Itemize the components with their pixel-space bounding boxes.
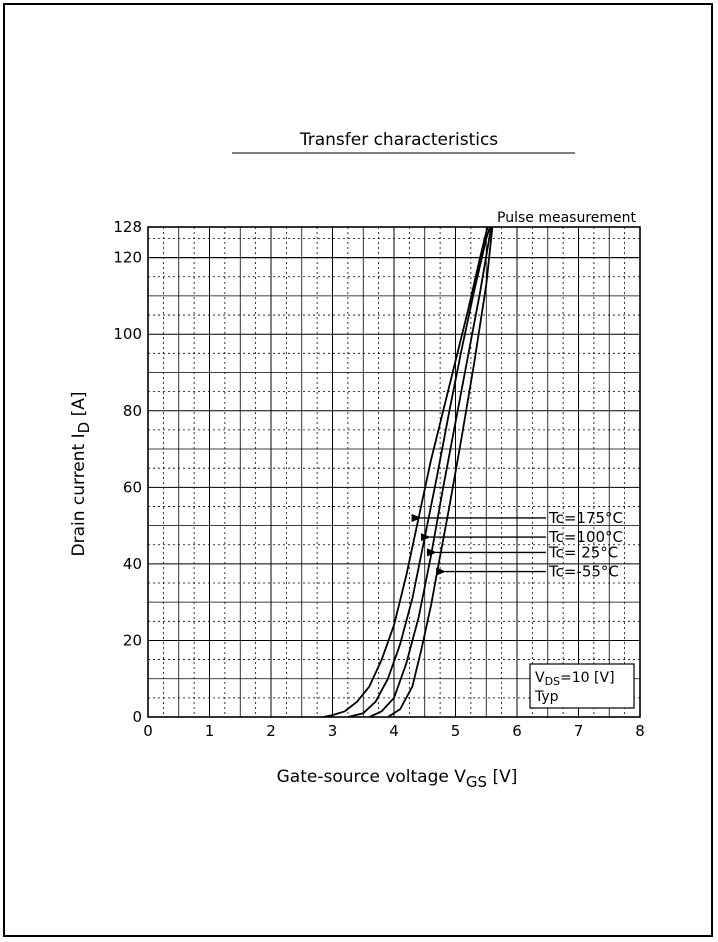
y-tick-label: 20: [123, 631, 142, 649]
conditions-line-1: VDS=10 [V]: [535, 670, 615, 688]
x-tick-label: 7: [574, 722, 584, 740]
conditions-line-2: Typ: [534, 689, 559, 705]
series-line: [347, 226, 491, 718]
x-tick-label: 1: [205, 722, 215, 740]
y-tick-label: 60: [123, 478, 142, 496]
x-tick-label: 0: [143, 722, 153, 740]
y-axis-label: Drain current ID [A]: [69, 391, 93, 556]
y-tick-label: 100: [113, 325, 142, 343]
series-label: Tc=100°C: [548, 528, 623, 546]
chart-title: Transfer characteristics: [299, 130, 498, 150]
x-tick-label: 5: [451, 722, 461, 740]
series-label: Tc=-55°C: [548, 563, 619, 581]
annotations: Tc=175°CTc=100°CTc= 25°C Tc=-55°C: [411, 509, 623, 581]
y-tick-label: 80: [123, 402, 142, 420]
series-label: Tc=175°C: [548, 509, 623, 527]
y-tick-label: 40: [123, 555, 142, 573]
x-tick-label: 2: [266, 722, 276, 740]
series-line: [323, 226, 489, 718]
x-tick-label: 8: [635, 722, 645, 740]
series-label: Tc= 25°C: [548, 543, 618, 561]
page-frame: [3, 3, 713, 937]
plot-frame: [147, 226, 641, 718]
x-axis-label: Gate-source voltage VGS [V]: [277, 767, 518, 791]
conditions-box: [529, 663, 635, 709]
pulse-measurement-note: Pulse measurement: [497, 210, 636, 226]
series-line: [387, 226, 494, 718]
y-tick-label: 120: [113, 249, 142, 267]
y-tick-label: 0: [132, 708, 142, 726]
y-tick-label: 128: [113, 218, 142, 236]
x-tick-label: 4: [389, 722, 399, 740]
series-group: [323, 226, 494, 718]
grid: [148, 227, 640, 717]
x-tick-label: 6: [512, 722, 522, 740]
x-tick-label: 3: [328, 722, 338, 740]
